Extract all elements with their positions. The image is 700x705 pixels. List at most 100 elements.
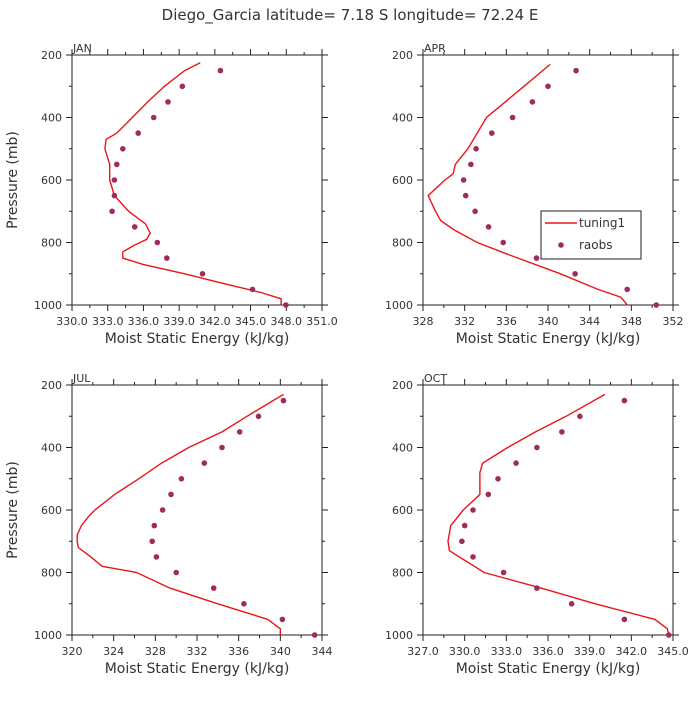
y-tick-label: 200 xyxy=(41,49,62,62)
raobs-point xyxy=(568,601,575,607)
y-tick-label: 200 xyxy=(392,379,413,392)
x-axis-label: Moist Static Energy (kJ/kg) xyxy=(456,661,641,677)
raobs-point xyxy=(120,146,126,152)
raobs-point xyxy=(621,616,628,623)
raobs-point xyxy=(210,585,217,591)
raobs-point xyxy=(470,507,476,513)
raobs-point xyxy=(472,208,478,215)
y-tick-label: 800 xyxy=(41,567,62,580)
x-tick-label: 342.0 xyxy=(199,315,231,328)
x-axis-label: Moist Static Energy (kJ/kg) xyxy=(105,661,290,677)
series-jan-tuning1-line xyxy=(104,62,282,305)
raobs-point xyxy=(473,146,479,152)
x-tick-label: 330.0 xyxy=(56,315,88,328)
x-tick-label: 333.0 xyxy=(491,645,523,658)
x-tick-label: 339.0 xyxy=(574,645,606,658)
raobs-point xyxy=(513,460,519,466)
y-axis-label: Pressure (mb) xyxy=(5,461,21,559)
raobs-point xyxy=(114,161,120,168)
raobs-point xyxy=(572,271,578,277)
y-tick-label: 200 xyxy=(41,379,62,392)
x-tick-label: 330.0 xyxy=(449,645,481,658)
y-tick-label: 400 xyxy=(392,112,413,125)
x-tick-label: 336 xyxy=(228,645,249,658)
panel-oct: OCT 200 400 600 800 1000 327.0 330.0 333.0 336.0 3… xyxy=(385,372,689,677)
x-tick-label: 342.0 xyxy=(616,645,648,658)
legend-model-label: tuning1 xyxy=(579,216,625,230)
y-tick-label: 400 xyxy=(392,442,413,455)
raobs-point xyxy=(280,397,287,404)
raobs-point xyxy=(283,302,289,308)
x-tick-label: 348 xyxy=(621,315,642,328)
raobs-point xyxy=(168,491,174,498)
raobs-point xyxy=(559,429,565,435)
raobs-point xyxy=(459,538,465,545)
x-tick-label: 336 xyxy=(496,315,517,328)
x-tick-label: 320 xyxy=(62,645,83,658)
x-axis-label: Moist Static Energy (kJ/kg) xyxy=(456,331,641,347)
raobs-point xyxy=(111,177,118,183)
raobs-point xyxy=(159,507,166,513)
x-axis-label: Moist Static Energy (kJ/kg) xyxy=(105,331,290,347)
figure-title: Diego_Garcia latitude= 7.18 S longitude=… xyxy=(162,6,539,25)
x-tick-label: 324 xyxy=(103,645,124,658)
x-tick-label: 328 xyxy=(413,315,434,328)
raobs-point xyxy=(666,632,672,638)
raobs-point xyxy=(241,601,247,607)
raobs-point xyxy=(624,286,630,293)
y-axis-label: Pressure (mb) xyxy=(5,131,21,229)
x-tick-label: 348.0 xyxy=(271,315,303,328)
raobs-point xyxy=(173,569,179,576)
panel-label: JAN xyxy=(72,42,92,55)
legend: tuning1 raobs xyxy=(540,210,642,260)
raobs-point xyxy=(573,67,579,74)
panel-label: OCT xyxy=(424,372,447,385)
raobs-point xyxy=(131,224,138,230)
raobs-point xyxy=(109,208,115,215)
panel-label: APR xyxy=(424,42,446,55)
raobs-point xyxy=(500,569,507,576)
raobs-point xyxy=(255,413,262,420)
raobs-point xyxy=(470,554,476,560)
plot-frame xyxy=(422,54,674,306)
x-tick-label: 344 xyxy=(312,645,333,658)
raobs-point xyxy=(485,491,492,498)
raobs-point xyxy=(199,271,206,277)
x-tick-label: 352 xyxy=(663,315,684,328)
legend-obs-label: raobs xyxy=(579,238,613,252)
y-tick-label: 800 xyxy=(392,567,413,580)
raobs-point xyxy=(545,83,551,90)
raobs-point xyxy=(529,99,536,105)
x-tick-label: 328 xyxy=(145,645,166,658)
x-tick-label: 340 xyxy=(538,315,559,328)
raobs-point xyxy=(489,130,495,136)
raobs-point xyxy=(495,476,501,482)
raobs-point xyxy=(111,192,118,199)
raobs-point xyxy=(149,538,155,545)
raobs-point xyxy=(217,67,224,74)
y-tick-label: 400 xyxy=(41,112,62,125)
raobs-point xyxy=(460,177,467,183)
raobs-point xyxy=(468,161,474,168)
raobs-point xyxy=(249,286,256,293)
y-tick-label: 600 xyxy=(392,174,413,187)
panel-jan: JAN 200 400 600 800 1000 330.0 333.0 336.0 339.0 3… xyxy=(5,42,338,347)
raobs-point xyxy=(534,585,540,591)
x-tick-label: 333.0 xyxy=(92,315,124,328)
raobs-point xyxy=(461,522,468,529)
y-tick-label: 1000 xyxy=(34,299,62,312)
x-tick-label: 340 xyxy=(270,645,291,658)
y-tick-label: 800 xyxy=(392,237,413,250)
y-tick-label: 1000 xyxy=(385,629,413,642)
raobs-point xyxy=(533,255,540,261)
y-tick-label: 1000 xyxy=(34,629,62,642)
raobs-point xyxy=(485,224,492,230)
raobs-point xyxy=(153,554,160,560)
x-tick-label: 345.0 xyxy=(235,315,267,328)
y-tick-label: 1000 xyxy=(385,299,413,312)
raobs-point xyxy=(500,239,507,246)
legend-box xyxy=(540,210,642,260)
x-tick-label: 327.0 xyxy=(407,645,439,658)
